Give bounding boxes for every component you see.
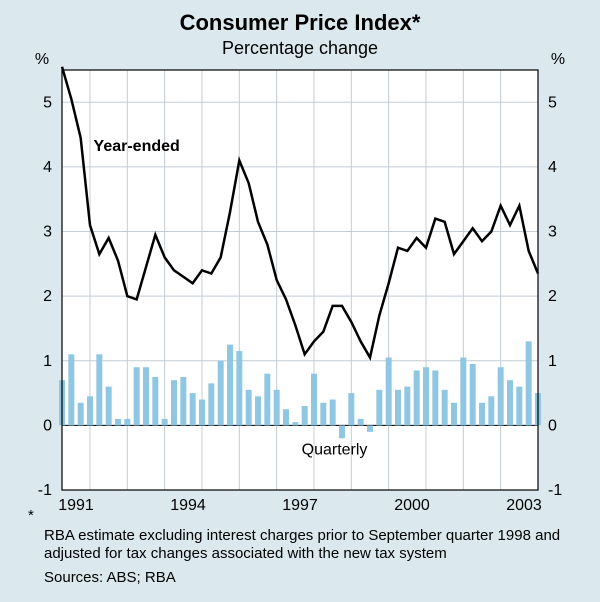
svg-text:3: 3 xyxy=(548,224,557,241)
svg-text:-1: -1 xyxy=(548,482,562,499)
svg-text:4: 4 xyxy=(548,159,557,176)
svg-text:1991: 1991 xyxy=(58,497,94,514)
svg-text:1994: 1994 xyxy=(170,497,206,514)
svg-text:Quarterly: Quarterly xyxy=(302,441,368,458)
svg-text:5: 5 xyxy=(548,94,557,111)
svg-text:0: 0 xyxy=(548,417,557,434)
svg-text:2: 2 xyxy=(43,288,52,305)
footnote-marker: * xyxy=(28,507,34,524)
svg-text:4: 4 xyxy=(43,159,52,176)
svg-text:Year-ended: Year-ended xyxy=(94,138,180,155)
svg-text:1997: 1997 xyxy=(282,497,318,514)
svg-text:1: 1 xyxy=(43,353,52,370)
cpi-chart: -1 -1 0 0 1 1 2 2 3 3 4 4 5 5 1991 1994 1997 2000 2003%% Ye… xyxy=(0,0,600,602)
sources-text: Sources: ABS; RBA xyxy=(44,569,176,586)
svg-text:-1: -1 xyxy=(38,482,52,499)
svg-text:2000: 2000 xyxy=(394,497,430,514)
svg-text:3: 3 xyxy=(43,224,52,241)
svg-text:0: 0 xyxy=(43,417,52,434)
svg-text:1: 1 xyxy=(548,353,557,370)
svg-text:2: 2 xyxy=(548,288,557,305)
svg-text:5: 5 xyxy=(43,94,52,111)
svg-text:%: % xyxy=(35,51,49,68)
svg-text:%: % xyxy=(551,51,565,68)
page-root: Consumer Price Index* Percentage change … xyxy=(0,0,600,602)
svg-text:2003: 2003 xyxy=(506,497,542,514)
footnote-text: RBA estimate excluding interest charges … xyxy=(44,527,564,565)
